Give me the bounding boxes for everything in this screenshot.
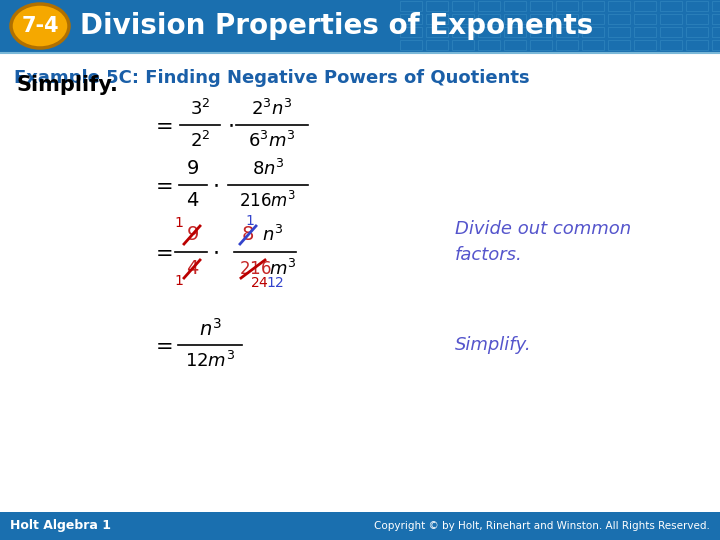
Text: $=$: $=$ (151, 242, 173, 262)
Text: $9$: $9$ (186, 226, 199, 245)
Text: $\cdot$: $\cdot$ (212, 242, 218, 262)
Bar (0, 0, 720, 52)
Text: $2^3n^3$: $2^3n^3$ (251, 99, 292, 119)
Text: Example 5C: Finding Negative Powers of Quotients: Example 5C: Finding Negative Powers of Q… (14, 69, 530, 87)
Text: $1$: $1$ (174, 274, 184, 288)
Text: $3^2$: $3^2$ (190, 99, 210, 119)
Text: Holt Algebra 1: Holt Algebra 1 (10, 519, 111, 532)
Text: $24$: $24$ (250, 276, 269, 290)
Text: $n^3$: $n^3$ (199, 318, 222, 340)
Text: $4$: $4$ (186, 260, 199, 279)
Text: 7-4: 7-4 (21, 16, 59, 36)
Text: $12m^3$: $12m^3$ (185, 351, 235, 371)
Text: $1$: $1$ (246, 214, 255, 228)
Text: $1$: $1$ (174, 216, 184, 230)
Text: $=$: $=$ (151, 115, 173, 135)
Text: $n^3$: $n^3$ (262, 225, 284, 245)
Text: Copyright © by Holt, Rinehart and Winston. All Rights Reserved.: Copyright © by Holt, Rinehart and Winsto… (374, 521, 710, 531)
Text: Division Properties of Exponents: Division Properties of Exponents (80, 12, 593, 40)
Text: $\cdot$: $\cdot$ (227, 115, 233, 135)
Text: $12$: $12$ (266, 276, 284, 290)
Text: $4$: $4$ (186, 192, 199, 211)
Bar (0, 512, 720, 540)
Text: Simplify.: Simplify. (16, 75, 118, 95)
Text: $216$: $216$ (239, 260, 271, 278)
Text: $m^3$: $m^3$ (269, 259, 297, 279)
Text: $8n^3$: $8n^3$ (252, 159, 284, 179)
Text: Divide out common
factors.: Divide out common factors. (455, 220, 631, 264)
Text: $216m^3$: $216m^3$ (239, 191, 297, 211)
Text: Simplify.: Simplify. (455, 336, 531, 354)
Text: $9$: $9$ (186, 159, 199, 179)
Text: $6^3m^3$: $6^3m^3$ (248, 131, 296, 151)
Text: $8$: $8$ (241, 226, 255, 245)
Text: $\cdot$: $\cdot$ (212, 175, 218, 195)
Text: $=$: $=$ (151, 175, 173, 195)
Ellipse shape (11, 4, 69, 48)
Text: $2^2$: $2^2$ (190, 131, 210, 151)
Text: $=$: $=$ (151, 335, 173, 355)
